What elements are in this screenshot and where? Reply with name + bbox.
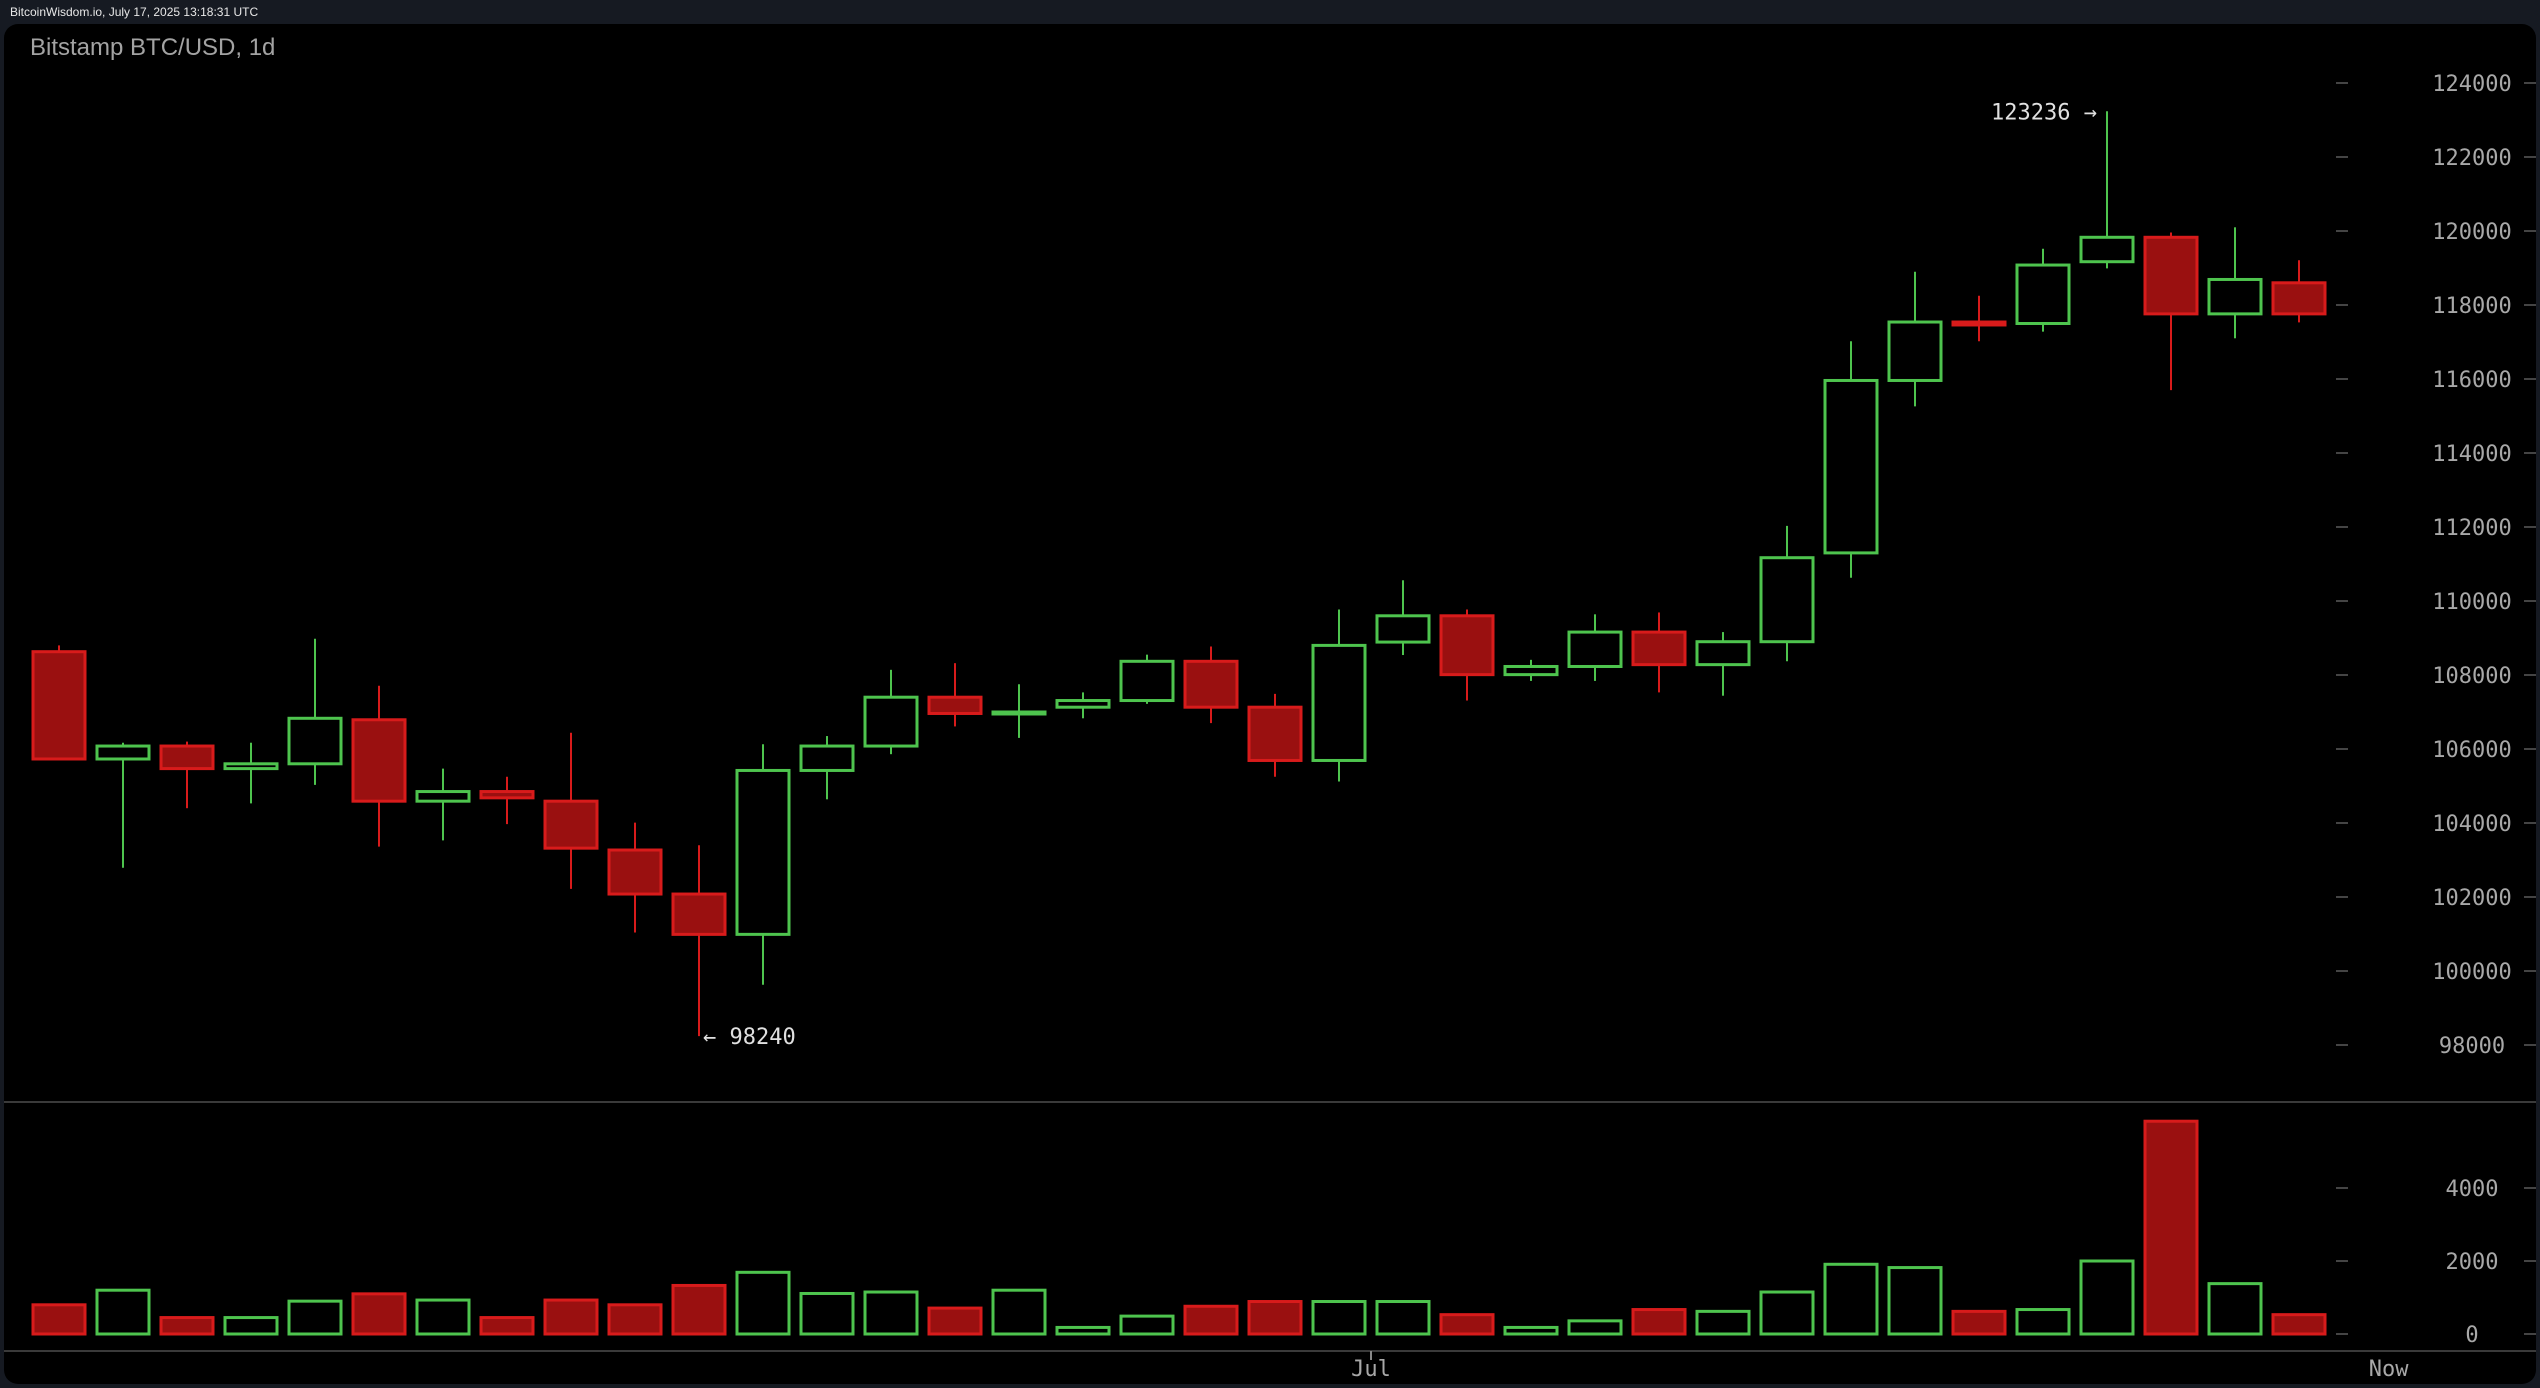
volume-bar-down xyxy=(1247,1300,1303,1336)
candle-body-up xyxy=(2079,235,2135,264)
candle-body-up xyxy=(735,768,791,936)
volume-bar-down xyxy=(351,1292,407,1336)
volume-axis-label: 4000 xyxy=(2446,1177,2499,1202)
volume-bar-down xyxy=(479,1316,535,1336)
volume-bar-down xyxy=(159,1316,215,1336)
candle-body-down xyxy=(1951,320,2007,327)
volume-bar-up xyxy=(1695,1309,1751,1336)
volume-bar-down xyxy=(1631,1308,1687,1336)
candle-body-up xyxy=(287,716,343,766)
candle-body-down xyxy=(2271,281,2327,316)
volume-bar-up xyxy=(1503,1325,1559,1336)
price-axis-label: 116000 xyxy=(2432,368,2511,393)
price-axis-label: 118000 xyxy=(2432,294,2511,319)
volume-bar-down xyxy=(543,1298,599,1336)
volume-bar-down xyxy=(927,1306,983,1336)
candle-body-down xyxy=(1631,630,1687,667)
volume-bar-down xyxy=(1183,1304,1239,1336)
candle-body-up xyxy=(95,744,151,761)
candle-body-up xyxy=(1887,320,1943,382)
volume-bar-down xyxy=(2271,1313,2327,1336)
volume-bar-up xyxy=(1311,1300,1367,1336)
volume-bar-down xyxy=(2143,1119,2199,1336)
candle-body-down xyxy=(159,744,215,771)
volume-axis-label: 2000 xyxy=(2446,1250,2499,1275)
x-axis-label-now: Now xyxy=(2369,1357,2409,1382)
volume-bar-up xyxy=(1055,1325,1111,1336)
candle-body-down xyxy=(479,790,535,800)
price-axis-label: 102000 xyxy=(2432,886,2511,911)
volume-bar-up xyxy=(2015,1308,2071,1336)
volume-bar-up xyxy=(1887,1266,1943,1336)
chart-panel: Bitstamp BTC/USD, 1d 124000 122000 120000 1… xyxy=(4,24,2536,1384)
candle-body-up xyxy=(1695,640,1751,667)
candle-body-up xyxy=(1823,378,1879,555)
volume-bar-up xyxy=(287,1299,343,1336)
chart-title: Bitstamp BTC/USD, 1d xyxy=(30,34,276,61)
volume-bar-up xyxy=(991,1288,1047,1336)
price-axis-label: 98000 xyxy=(2439,1034,2505,1059)
volume-bar-up xyxy=(2079,1259,2135,1336)
volume-bar-down xyxy=(671,1283,727,1336)
candle-body-down xyxy=(1439,614,1495,677)
volume-axis-label: 0 xyxy=(2465,1323,2478,1348)
volume-bar-down xyxy=(31,1303,87,1336)
candle-body-up xyxy=(991,710,1047,716)
volume-bar-up xyxy=(415,1298,471,1336)
high-price-annotation: 123236 → xyxy=(1991,100,2097,125)
price-axis-label: 108000 xyxy=(2432,664,2511,689)
candle-body-up xyxy=(1119,659,1175,703)
candle-body-up xyxy=(1311,643,1367,762)
price-axis-label: 104000 xyxy=(2432,812,2511,837)
volume-bar-down xyxy=(1951,1309,2007,1336)
candle-body-down xyxy=(1183,659,1239,709)
price-axis-label: 112000 xyxy=(2432,516,2511,541)
volume-bar-up xyxy=(1759,1290,1815,1336)
price-axis-label: 106000 xyxy=(2432,738,2511,763)
candle-body-down xyxy=(607,848,663,896)
volume-bar-up xyxy=(2207,1282,2263,1336)
candle-body-up xyxy=(1567,630,1623,668)
price-axis-label: 110000 xyxy=(2432,590,2511,615)
candle-body-up xyxy=(1759,556,1815,644)
price-axis-label: 120000 xyxy=(2432,220,2511,245)
candle-body-up xyxy=(863,695,919,748)
candle-body-up xyxy=(223,762,279,771)
candle-body-down xyxy=(927,695,983,715)
volume-bar-down xyxy=(607,1303,663,1336)
price-axis-label: 100000 xyxy=(2432,960,2511,985)
candle-body-down xyxy=(351,718,407,803)
x-axis-label-jul: Jul xyxy=(1351,1357,1391,1382)
price-axis-label: 122000 xyxy=(2432,146,2511,171)
candle-body-down xyxy=(31,650,87,761)
candle-body-down xyxy=(671,892,727,936)
candle-body-up xyxy=(799,744,855,772)
candle-body-down xyxy=(2143,235,2199,316)
candle-body-up xyxy=(2207,277,2263,316)
volume-bar-up xyxy=(1119,1314,1175,1336)
volume-bar-up xyxy=(1823,1262,1879,1336)
volume-bar-up xyxy=(1375,1300,1431,1336)
candle-body-up xyxy=(415,790,471,803)
candle-body-down xyxy=(543,799,599,850)
volume-bar-up xyxy=(1567,1319,1623,1336)
candle-body-down xyxy=(1247,705,1303,762)
source-timestamp: BitcoinWisdom.io, July 17, 2025 13:18:31… xyxy=(10,5,259,19)
volume-bar-up xyxy=(799,1291,855,1336)
price-axis-label: 114000 xyxy=(2432,442,2511,467)
candle-body-up xyxy=(1055,699,1111,709)
volume-bar-up xyxy=(735,1270,791,1336)
volume-bar-up xyxy=(863,1290,919,1336)
low-price-annotation: ← 98240 xyxy=(703,1025,796,1050)
candlestick-chart[interactable]: 124000 122000 120000 118000 116000 114000 1120… xyxy=(4,24,2536,1384)
volume-bar-up xyxy=(223,1316,279,1336)
candle-body-up xyxy=(1375,614,1431,644)
price-axis-label: 124000 xyxy=(2432,72,2511,97)
candle-body-up xyxy=(1503,664,1559,677)
candle-body-up xyxy=(2015,263,2071,326)
volume-bar-down xyxy=(1439,1313,1495,1336)
volume-bar-up xyxy=(95,1288,151,1336)
